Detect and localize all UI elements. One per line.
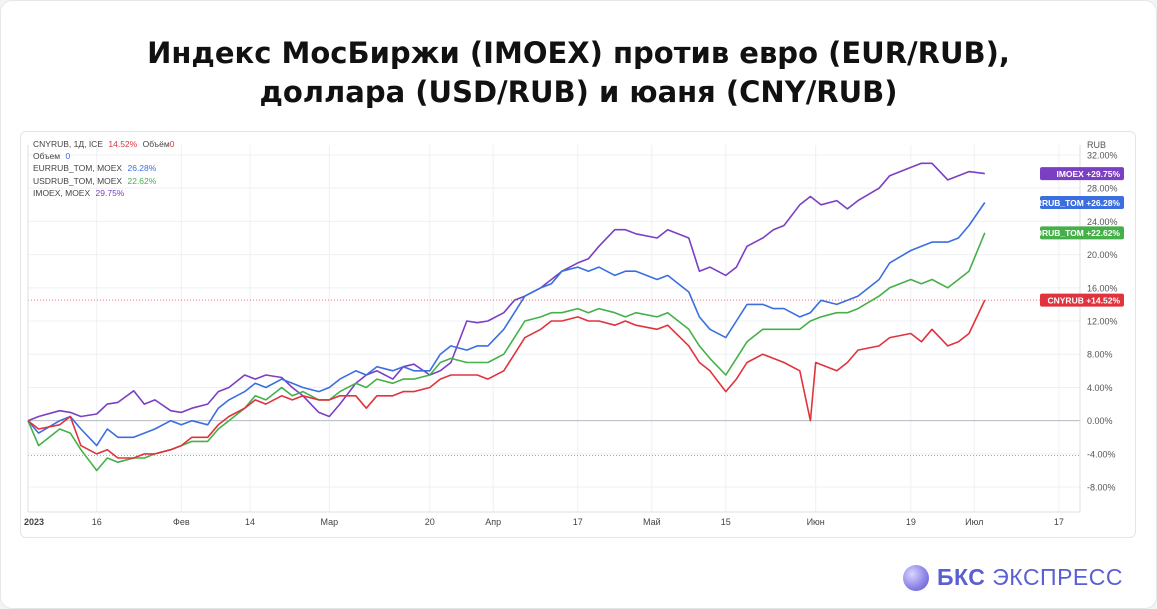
y-tick-label: 16.00%: [1087, 283, 1118, 293]
badge-bg: [1040, 167, 1124, 181]
series-line-cnyrub: [27, 299, 986, 459]
badge-bg: [1040, 293, 1124, 307]
badge-cnyrub: CNYRUB +14.52%: [1040, 293, 1124, 307]
x-tick-label: Июл: [965, 517, 983, 527]
y-tick-label: -4.00%: [1087, 449, 1116, 459]
badge-text: CNYRUB +14.52%: [1047, 295, 1120, 305]
brand-logo: БКС ЭКСПРЕСС: [903, 564, 1123, 591]
legend-volume-label: Объём: [142, 139, 170, 149]
series-line-usdrub_tom: [27, 232, 986, 472]
y-tick-label: 24.00%: [1087, 217, 1118, 227]
x-tick-label: Мар: [321, 517, 339, 527]
y-tick-label: 0.00%: [1087, 416, 1113, 426]
x-tick-label: 15: [721, 517, 731, 527]
legend-usdrub-name: USDRUB_TOM, MOEX: [33, 175, 123, 186]
x-tick-label: Фев: [173, 517, 190, 527]
brand-name-rest: ЭКСПРЕСС: [985, 564, 1123, 590]
axes: 32.00% 28.00% 24.00% 20.00% 16.00% 12.00% 8.00…: [24, 140, 1118, 527]
grid-lines: [27, 145, 1080, 512]
legend-cnyrub-name: CNYRUB, 1Д, ICE: [33, 139, 103, 149]
x-tick-label: 19: [906, 517, 916, 527]
brand-name-bold: БКС: [937, 564, 986, 590]
x-tick-label: 17: [573, 517, 583, 527]
legend-row-eurrub[interactable]: EURRUB_TOM, MOEX 26.28%: [33, 162, 174, 174]
badge-usdrub_tom: USDRUB_TOM +22.62%: [1024, 226, 1124, 240]
x-tick-label: 17: [1054, 517, 1064, 527]
bks-logo-icon: [903, 564, 929, 591]
chart-legend: CNYRUB, 1Д, ICE 14.52% Объём0 Объем 0 EU…: [33, 138, 174, 199]
x-tick-label: Май: [643, 517, 661, 527]
badge-text: IMOEX +29.75%: [1056, 169, 1120, 179]
x-tick-label: 14: [245, 517, 255, 527]
series-badges: IMOEX +29.75% EURRUB_TOM +26.28% USDRUB_TO…: [1024, 167, 1124, 307]
y-tick-label: -8.00%: [1087, 483, 1116, 493]
legend-row-cnyrub[interactable]: CNYRUB, 1Д, ICE 14.52% Объём0: [33, 138, 174, 150]
badge-bg: [1040, 195, 1124, 209]
legend-eurrub-value: 26.28%: [127, 163, 157, 174]
y-tick-label: 28.00%: [1087, 184, 1118, 194]
x-tick-label: 2023: [24, 517, 44, 527]
title-line-2: доллара (USD/RUB) и юаня (CNY/RUB): [259, 75, 898, 109]
legend-imoex-name: IMOEX, MOEX: [33, 187, 91, 198]
y-tick-label: 12.00%: [1087, 317, 1118, 327]
x-tick-label: 16: [92, 517, 102, 527]
legend-volume-value: 0: [169, 139, 175, 149]
series-lines: [27, 162, 986, 472]
legend-row-volume[interactable]: Объем 0: [33, 150, 174, 162]
y-tick-label: 20.00%: [1087, 250, 1118, 260]
y-unit-label: RUB: [1087, 140, 1106, 150]
y-tick-label: 4.00%: [1087, 383, 1113, 393]
legend-volume-name: Объем: [33, 151, 61, 162]
page-title: Индекс МосБиржи (IMOEX) против евро (EUR…: [0, 34, 1157, 112]
badge-imoex: IMOEX +29.75%: [1040, 167, 1124, 181]
legend-usdrub-value: 22.62%: [127, 175, 157, 186]
x-tick-label: Апр: [485, 517, 501, 527]
x-tick-label: 20: [425, 517, 435, 527]
title-line-1: Индекс МосБиржи (IMOEX) против евро (EUR…: [147, 36, 1010, 70]
y-tick-label: 32.00%: [1087, 150, 1118, 160]
badge-eurrub_tom: EURRUB_TOM +26.28%: [1024, 195, 1124, 209]
series-line-eurrub_tom: [27, 202, 986, 447]
badge-text: USDRUB_TOM +22.62%: [1024, 228, 1120, 238]
x-tick-label: Июн: [807, 517, 825, 527]
legend-row-imoex[interactable]: IMOEX, MOEX 29.75%: [33, 187, 174, 199]
legend-row-usdrub[interactable]: USDRUB_TOM, MOEX 22.62%: [33, 175, 174, 187]
legend-volume-count: 0: [65, 151, 71, 162]
series-line-imoex: [27, 162, 985, 422]
badge-bg: [1040, 226, 1124, 240]
badge-text: EURRUB_TOM +26.28%: [1024, 198, 1120, 208]
y-tick-label: 8.00%: [1087, 350, 1113, 360]
legend-imoex-value: 29.75%: [95, 187, 125, 198]
legend-cnyrub-value: 14.52%: [108, 139, 138, 149]
legend-eurrub-name: EURRUB_TOM, MOEX: [33, 163, 123, 174]
